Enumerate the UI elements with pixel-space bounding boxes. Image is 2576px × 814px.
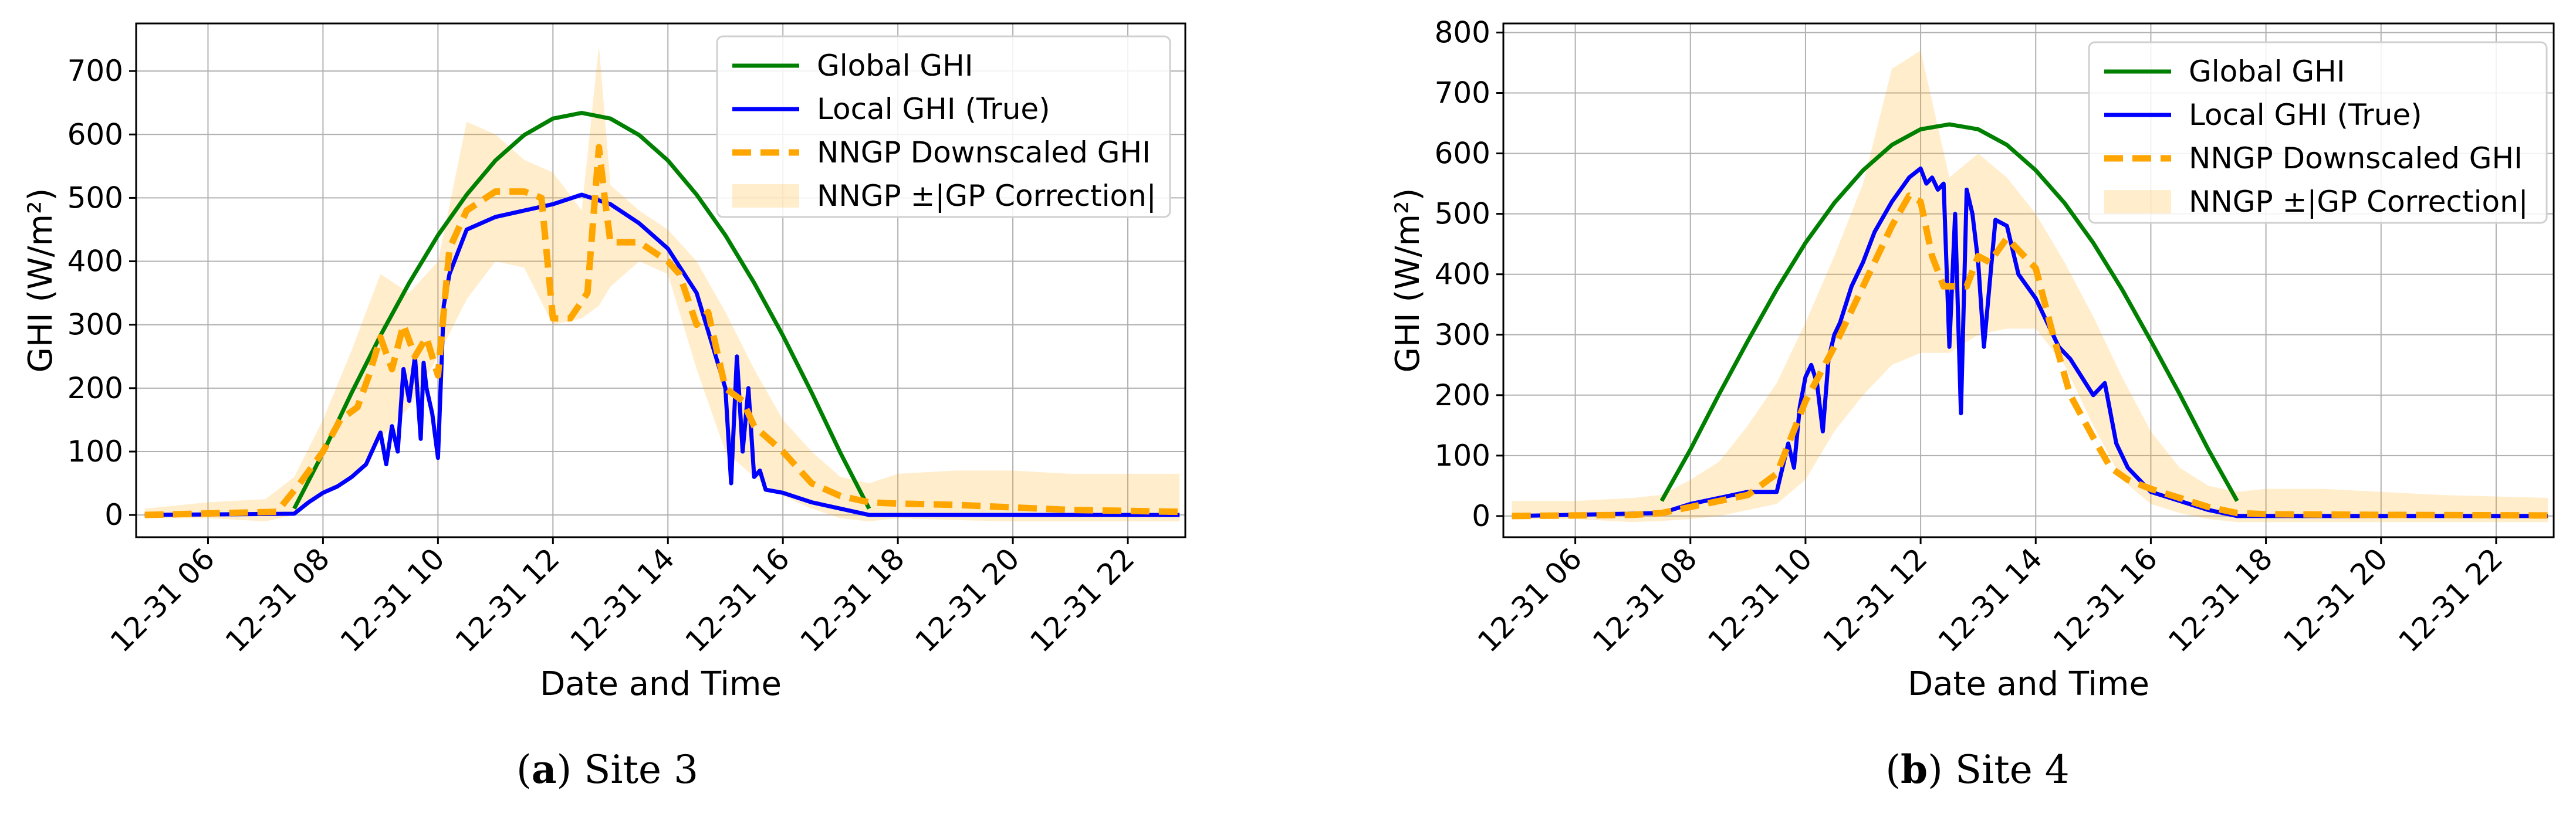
caption-text: Site 4 [1955,747,2070,792]
legend-label: NNGP ±|GP Correction| [817,179,1157,213]
x-tick-label: 12-31 22 [1024,541,1141,659]
y-tick-label: 500 [67,181,123,215]
y-tick-label: 600 [67,117,123,151]
x-tick-label: 12-31 06 [104,541,221,659]
x-tick-label: 12-31 06 [1471,541,1588,659]
y-tick-label: 600 [1435,137,1490,171]
legend-label: NNGP ±|GP Correction| [2189,185,2528,219]
caption-b: (b) Site 4 [1885,747,2070,792]
y-tick-label: 200 [67,371,123,405]
caption-text: Site 3 [584,747,698,792]
x-tick-label: 12-31 20 [2277,541,2394,659]
y-tick-label: 800 [1435,15,1490,49]
y-axis-ticks: 0 100 200 300 400 500 600 700 800 [1435,15,1503,533]
legend-label: Global GHI [817,49,973,83]
x-tick-label: 12-31 20 [909,541,1026,659]
x-tick-label: 12-31 16 [2047,541,2164,659]
x-tick-label: 12-31 08 [1586,541,1703,659]
x-tick-label: 12-31 10 [334,541,451,659]
legend: Global GHI Local GHI (True) NNGP Downscale… [2089,42,2547,223]
caption-a: (a) Site 3 [516,747,698,792]
y-axis-label: GHI (W/m²) [1389,188,1427,373]
x-axis-label: Date and Time [1908,665,2149,703]
y-axis-label: GHI (W/m²) [22,188,60,373]
x-tick-label: 12-31 12 [449,541,566,659]
legend-swatch [732,184,799,208]
legend-swatch [2104,190,2171,213]
x-tick-label: 12-31 14 [564,541,681,659]
y-tick-label: 0 [104,498,123,532]
legend-label: NNGP Downscaled GHI [817,135,1151,169]
x-tick-label: 12-31 10 [1701,541,1818,659]
y-tick-label: 300 [1435,318,1490,352]
y-tick-label: 100 [1435,439,1490,473]
legend-label: NNGP Downscaled GHI [2189,141,2523,175]
y-tick-label: 300 [67,308,123,342]
y-axis-ticks: 0 100 200 300 400 500 600 700 [67,54,136,532]
y-tick-label: 500 [1435,197,1490,231]
x-axis-label: Date and Time [540,665,782,703]
legend: Global GHI Local GHI (True) NNGP Downscale… [717,36,1170,217]
legend-label: Global GHI [2189,55,2345,89]
y-tick-label: 400 [1435,257,1490,291]
y-tick-label: 700 [67,54,123,88]
caption-letter: b [1901,747,1928,792]
x-tick-label: 12-31 12 [1817,541,1934,659]
legend-label: Local GHI (True) [2189,98,2422,132]
y-tick-label: 0 [1472,499,1490,533]
x-tick-label: 12-31 08 [219,541,336,659]
caption-letter: a [532,747,557,792]
x-tick-label: 12-31 22 [2392,541,2509,659]
x-tick-label: 12-31 14 [1932,541,2049,659]
x-tick-label: 12-31 18 [794,541,911,659]
y-tick-label: 200 [1435,378,1490,412]
y-tick-label: 100 [67,435,123,469]
y-tick-label: 700 [1435,76,1490,110]
x-tick-label: 12-31 18 [2162,541,2279,659]
x-tick-label: 12-31 16 [679,541,796,659]
y-tick-label: 400 [67,245,123,279]
legend-label: Local GHI (True) [817,92,1050,126]
